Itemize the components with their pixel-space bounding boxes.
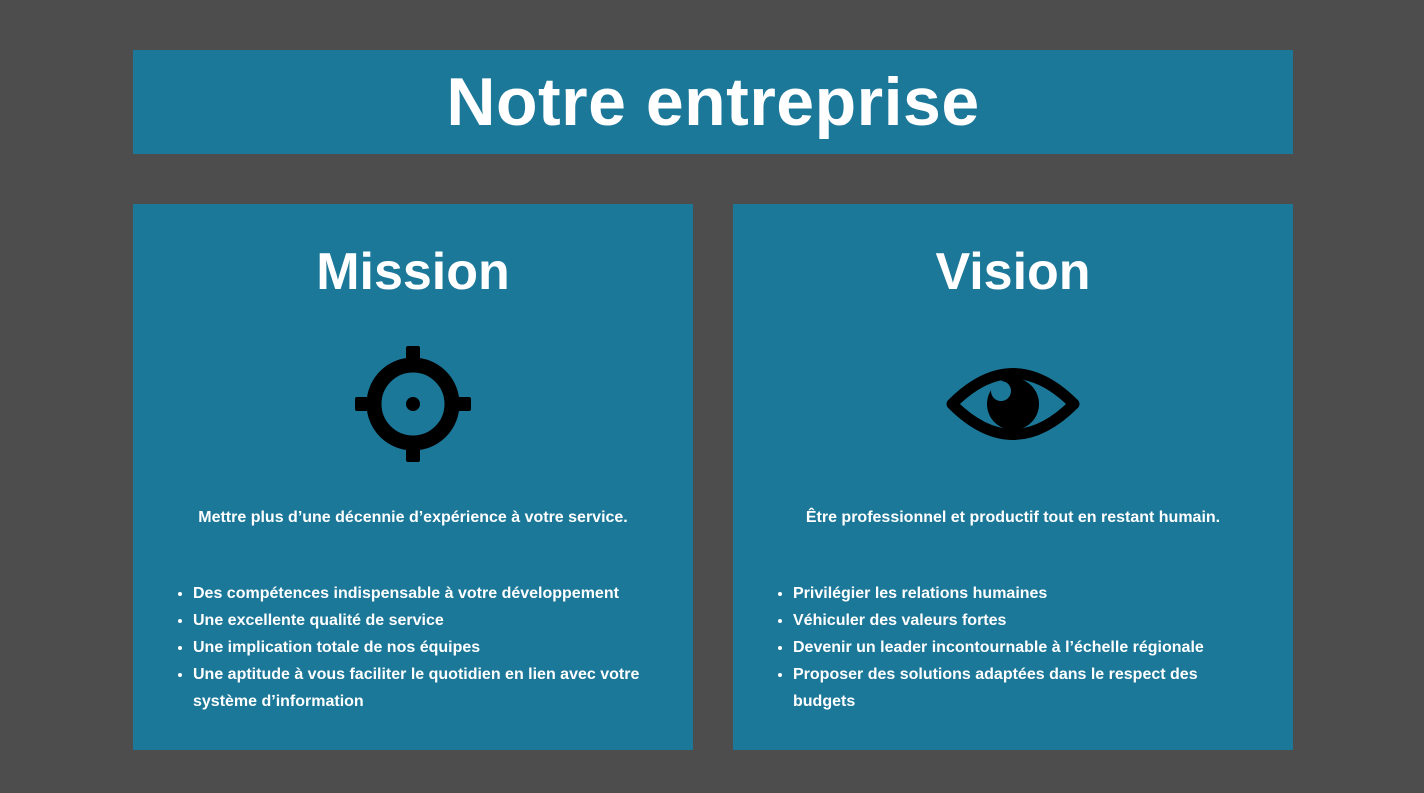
eye-icon bbox=[733, 344, 1293, 464]
list-item: Véhiculer des valeurs fortes bbox=[793, 607, 1263, 634]
list-item: Une aptitude à vous faciliter le quotidi… bbox=[193, 661, 663, 715]
list-item: Des compétences indispensable à votre dé… bbox=[193, 580, 663, 607]
vision-list: Privilégier les relations humaines Véhic… bbox=[775, 580, 1263, 715]
mission-tagline: Mettre plus d’une décennie d’expérience … bbox=[198, 509, 628, 526]
vision-title: Vision bbox=[935, 243, 1091, 301]
vision-card: Vision Être professionnel et productif t… bbox=[733, 204, 1293, 750]
list-item: Une implication totale de nos équipes bbox=[193, 634, 663, 661]
crosshair-icon bbox=[133, 344, 693, 464]
mission-title: Mission bbox=[316, 243, 510, 301]
page-title: Notre entreprise bbox=[446, 64, 980, 140]
page-header: Notre entreprise bbox=[133, 50, 1293, 154]
list-item: Privilégier les relations humaines bbox=[793, 580, 1263, 607]
mission-list: Des compétences indispensable à votre dé… bbox=[175, 580, 663, 715]
list-item: Proposer des solutions adaptées dans le … bbox=[793, 661, 1263, 715]
vision-tagline: Être professionnel et productif tout en … bbox=[805, 509, 1221, 526]
mission-card: Mission Mettre plus d’une décennie d’exp… bbox=[133, 204, 693, 750]
list-item: Devenir un leader incontournable à l’éch… bbox=[793, 634, 1263, 661]
list-item: Une excellente qualité de service bbox=[193, 607, 663, 634]
